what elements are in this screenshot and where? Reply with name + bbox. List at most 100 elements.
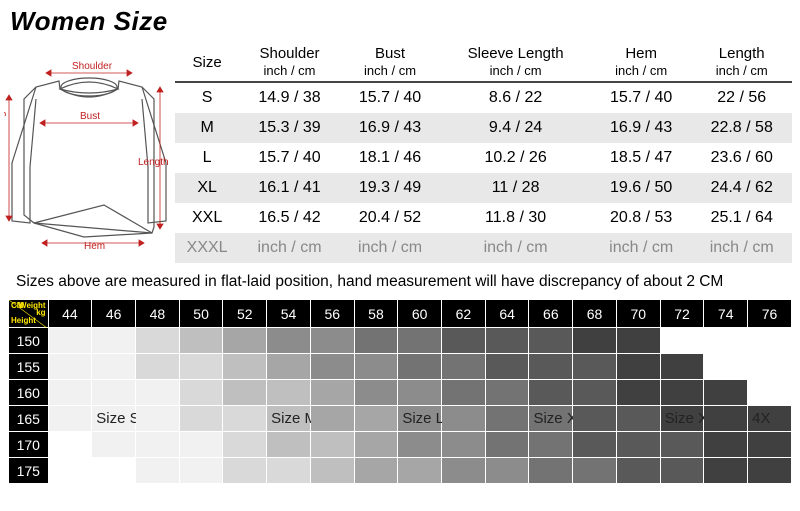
size-cell: M — [175, 113, 239, 143]
bust-cell: inch / cm — [340, 233, 441, 263]
grid-row: 150 — [9, 328, 792, 354]
grid-cell — [398, 354, 442, 380]
grid-cell — [529, 328, 573, 354]
weight-header: 60 — [398, 300, 442, 328]
diagram-label-bust: Bust — [80, 111, 100, 122]
shoulder-cell: 16.1 / 41 — [239, 173, 340, 203]
weight-header: 68 — [573, 300, 617, 328]
diagram-label-length: Length — [138, 157, 169, 168]
grid-row: 155 — [9, 354, 792, 380]
grid-cell: 4X — [748, 406, 792, 432]
grid-cell — [48, 328, 92, 354]
height-weight-grid: CM Weight kg Height 44464850525456586062… — [8, 299, 792, 484]
grid-cell — [223, 458, 267, 484]
grid-cell: Size S — [92, 406, 136, 432]
weight-header: 48 — [136, 300, 180, 328]
grid-cell — [92, 458, 136, 484]
grid-cell — [485, 354, 529, 380]
grid-cell — [223, 432, 267, 458]
grid-cell — [92, 354, 136, 380]
grid-cell — [485, 432, 529, 458]
grid-cell — [223, 380, 267, 406]
grid-cell — [48, 354, 92, 380]
bust-cell: 18.1 / 46 — [340, 143, 441, 173]
table-row: L15.7 / 4018.1 / 4610.2 / 2618.5 / 4723.… — [175, 143, 792, 173]
grid-cell — [267, 380, 311, 406]
grid-cell — [179, 354, 223, 380]
grid-cell — [529, 354, 573, 380]
grid-cell — [136, 458, 180, 484]
table-row: XXXLinch / cminch / cminch / cminch / cm… — [175, 233, 792, 263]
grid-cell — [485, 328, 529, 354]
weight-header: 56 — [310, 300, 354, 328]
grid-corner: CM Weight kg Height — [9, 300, 49, 328]
main-table-wrap: Size Shoulderinch / cm Bustinch / cm Sle… — [175, 41, 800, 263]
grid-cell — [529, 380, 573, 406]
grid-cell — [136, 406, 180, 432]
grid-cell — [704, 380, 748, 406]
grid-cell — [354, 354, 398, 380]
diagram-column: Shoulder Bust Sleeve Length Length — [0, 41, 175, 263]
grid-cell — [136, 354, 180, 380]
grid-cell — [48, 458, 92, 484]
weight-header: 46 — [92, 300, 136, 328]
weight-header: 52 — [223, 300, 267, 328]
weight-header: 44 — [48, 300, 92, 328]
grid-cell — [573, 380, 617, 406]
shirt-diagram: Shoulder Bust Sleeve Length Length — [4, 45, 172, 250]
grid-cell — [616, 406, 660, 432]
weight-header: 64 — [485, 300, 529, 328]
grid-cell — [573, 458, 617, 484]
grid-cell — [354, 406, 398, 432]
grid-cell — [704, 328, 748, 354]
size-cell: S — [175, 82, 239, 113]
grid-cell — [660, 432, 704, 458]
grid-cell — [310, 380, 354, 406]
weight-header: 62 — [442, 300, 486, 328]
grid-cell — [442, 406, 486, 432]
height-header: 165 — [9, 406, 49, 432]
grid-cell — [92, 328, 136, 354]
grid-cell — [442, 328, 486, 354]
grid-cell — [704, 458, 748, 484]
grid-cell — [48, 432, 92, 458]
grid-cell — [136, 328, 180, 354]
grid-cell: Size L — [398, 406, 442, 432]
grid-cell — [310, 354, 354, 380]
length-cell: 24.4 / 62 — [691, 173, 792, 203]
grid-size-label: Size L — [402, 410, 444, 427]
grid-cell — [616, 354, 660, 380]
grid-cell — [48, 380, 92, 406]
grid-cell — [179, 432, 223, 458]
diagram-label-shoulder: Shoulder — [72, 61, 113, 72]
sleeve-cell: 11.8 / 30 — [440, 203, 591, 233]
grid-cell — [223, 406, 267, 432]
grid-cell — [660, 354, 704, 380]
grid-cell — [223, 328, 267, 354]
length-cell: 22.8 / 58 — [691, 113, 792, 143]
grid-cell — [310, 328, 354, 354]
grid-cell — [267, 354, 311, 380]
grid-cell: Size XXL — [660, 406, 704, 432]
size-cell: L — [175, 143, 239, 173]
weight-header: 70 — [616, 300, 660, 328]
height-header: 155 — [9, 354, 49, 380]
height-weight-grid-wrap: CM Weight kg Height 44464850525456586062… — [0, 299, 800, 484]
height-header: 170 — [9, 432, 49, 458]
grid-cell — [179, 380, 223, 406]
height-header: 150 — [9, 328, 49, 354]
grid-cell — [267, 458, 311, 484]
grid-cell — [704, 406, 748, 432]
grid-row: 160 — [9, 380, 792, 406]
weight-header: 74 — [704, 300, 748, 328]
weight-header: 76 — [748, 300, 792, 328]
grid-row: 175 — [9, 458, 792, 484]
hem-cell: 20.8 / 53 — [591, 203, 692, 233]
hem-cell: 15.7 / 40 — [591, 82, 692, 113]
grid-cell — [354, 432, 398, 458]
sleeve-cell: inch / cm — [440, 233, 591, 263]
grid-cell — [573, 432, 617, 458]
col-sleeve: Sleeve Lengthinch / cm — [440, 41, 591, 82]
grid-cell — [616, 458, 660, 484]
weight-header: 54 — [267, 300, 311, 328]
